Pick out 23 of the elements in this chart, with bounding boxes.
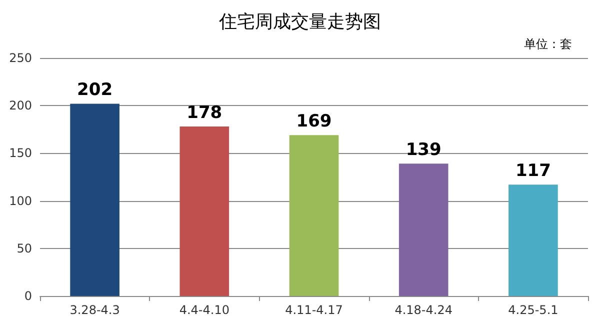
data-label: 139 — [406, 140, 442, 160]
bar — [398, 164, 448, 296]
data-label: 178 — [186, 103, 222, 124]
y-tick-label: 0 — [24, 289, 32, 303]
y-tick-label: 50 — [16, 241, 32, 256]
data-label: 169 — [296, 112, 332, 132]
y-tick-label: 100 — [9, 194, 32, 208]
bar — [180, 126, 230, 296]
chart-title: 住宅周成交量走势图 — [218, 12, 381, 32]
y-tick-label: 250 — [9, 51, 32, 65]
x-tick-label: 4.4-4.10 — [179, 303, 230, 317]
bar — [508, 184, 558, 296]
bar — [70, 104, 120, 296]
x-tick-label: 4.25-5.1 — [508, 303, 558, 317]
y-tick-label: 150 — [9, 146, 32, 160]
x-tick-label: 4.18-4.24 — [394, 303, 452, 317]
text: 单位：套 — [524, 37, 572, 51]
x-tick-label: 4.11-4.17 — [285, 303, 343, 317]
bar — [289, 135, 339, 296]
y-tick-label: 200 — [9, 98, 32, 113]
data-label: 117 — [515, 161, 551, 182]
x-tick-label: 3.28-4.3 — [70, 303, 120, 317]
data-label: 202 — [77, 80, 113, 100]
